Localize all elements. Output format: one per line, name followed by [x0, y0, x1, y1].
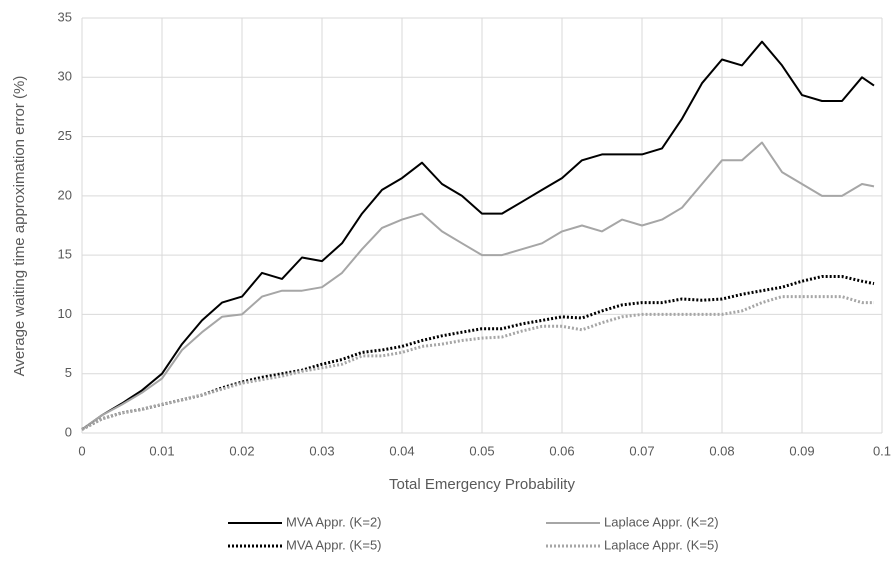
y-tick-label: 20	[58, 187, 72, 202]
x-tick-label: 0.01	[149, 443, 174, 458]
legend-label: MVA Appr. (K=2)	[286, 514, 382, 529]
y-tick-label: 5	[65, 365, 72, 380]
y-tick-label: 15	[58, 247, 72, 262]
x-tick-label: 0.02	[229, 443, 254, 458]
y-tick-label: 10	[58, 306, 72, 321]
x-tick-label: 0.09	[789, 443, 814, 458]
x-tick-label: 0.1	[873, 443, 891, 458]
legend-label: MVA Appr. (K=5)	[286, 537, 382, 552]
data-line	[81, 40, 875, 431]
y-tick-label: 25	[58, 128, 72, 143]
y-tick-label: 0	[65, 424, 72, 439]
data-line	[81, 295, 874, 431]
x-tick-label: 0.05	[469, 443, 494, 458]
x-tick-label: 0.06	[549, 443, 574, 458]
legend-label: Laplace Appr. (K=2)	[604, 514, 719, 529]
y-axis-title: Average waiting time approximation error…	[11, 76, 28, 377]
x-tick-label: 0.03	[309, 443, 334, 458]
y-tick-label: 35	[58, 9, 72, 24]
data-line	[81, 141, 875, 431]
x-tick-label: 0.07	[629, 443, 654, 458]
x-tick-label: 0.04	[389, 443, 414, 458]
x-tick-label: 0	[78, 443, 85, 458]
legend-label: Laplace Appr. (K=5)	[604, 537, 719, 552]
y-tick-label: 30	[58, 69, 72, 84]
x-tick-label: 0.08	[709, 443, 734, 458]
data-line	[81, 275, 875, 431]
x-axis-title: Total Emergency Probability	[389, 476, 575, 493]
